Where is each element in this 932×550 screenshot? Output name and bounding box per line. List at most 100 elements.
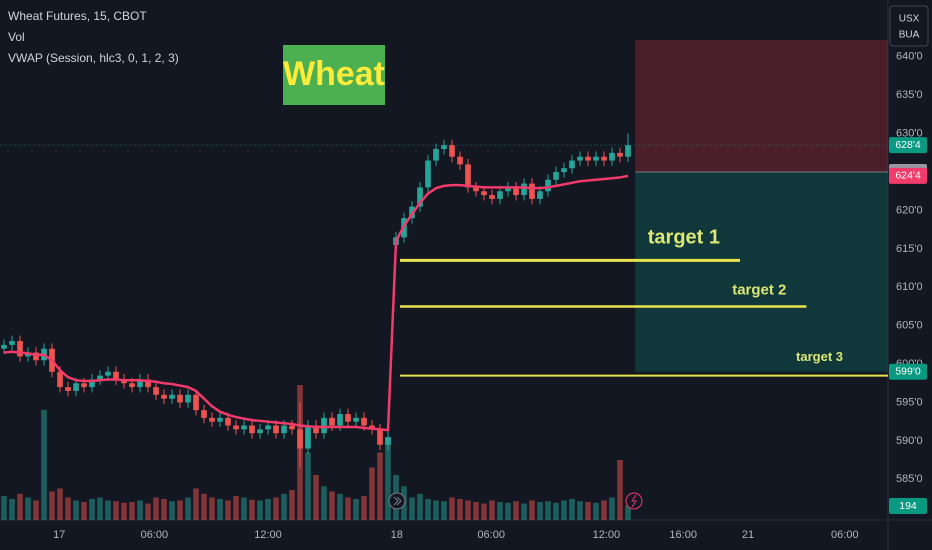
candle-body bbox=[505, 187, 511, 192]
volume-bar bbox=[449, 497, 455, 520]
chart-title: Wheat Futures, 15, CBOT bbox=[8, 9, 147, 23]
candle-body bbox=[305, 425, 311, 449]
candle-body bbox=[545, 179, 551, 192]
candle-body bbox=[209, 417, 215, 422]
volume-bar bbox=[169, 501, 175, 520]
candle-body bbox=[233, 425, 239, 430]
volume-bar bbox=[41, 409, 47, 520]
candle-body bbox=[57, 371, 63, 388]
volume-bar bbox=[553, 502, 559, 520]
volume-bar bbox=[73, 500, 79, 520]
volume-bar bbox=[233, 496, 239, 520]
candle-body bbox=[345, 414, 351, 422]
current-price-label-box bbox=[889, 137, 927, 154]
volume-bar bbox=[185, 497, 191, 520]
volume-bar bbox=[33, 500, 39, 520]
y-tick-label: 620'0 bbox=[896, 204, 923, 216]
candle-body bbox=[609, 152, 615, 161]
volume-bar bbox=[489, 500, 495, 520]
annotation: Wheat bbox=[283, 55, 385, 93]
candle-body bbox=[337, 414, 343, 426]
volume-bar bbox=[561, 500, 567, 520]
session-icon[interactable] bbox=[388, 492, 406, 510]
x-tick-label: 17 bbox=[53, 529, 65, 541]
volume-bar bbox=[361, 496, 367, 520]
candle-body bbox=[353, 417, 359, 422]
current-price-label: 628'4 bbox=[895, 139, 921, 151]
candle-body bbox=[481, 191, 487, 196]
candle-body bbox=[561, 168, 567, 173]
annotation-box bbox=[283, 45, 385, 105]
x-tick-label: 18 bbox=[391, 529, 403, 541]
volume-bar bbox=[497, 502, 503, 520]
volume-bar bbox=[569, 499, 575, 520]
candle-body bbox=[441, 145, 447, 150]
volume-bar bbox=[545, 501, 551, 520]
volume-bar bbox=[505, 502, 511, 520]
candle-body bbox=[169, 394, 175, 399]
volume-bar bbox=[289, 490, 295, 520]
y-tick-label: 630'0 bbox=[896, 128, 923, 140]
volume-bar bbox=[337, 493, 343, 520]
candle-body bbox=[297, 429, 303, 449]
volume-bar bbox=[65, 497, 71, 520]
volume-bar bbox=[345, 497, 351, 520]
volume-bar bbox=[625, 505, 631, 520]
volume-bar bbox=[241, 497, 247, 520]
candle-body bbox=[521, 183, 527, 196]
volume-bar bbox=[369, 467, 375, 520]
candle-body bbox=[321, 417, 327, 434]
candle-body bbox=[145, 379, 151, 388]
volume-bar bbox=[353, 499, 359, 520]
volume-bar bbox=[249, 499, 255, 520]
candle-body bbox=[281, 425, 287, 434]
target-zone bbox=[635, 172, 888, 372]
volume-bar bbox=[537, 502, 543, 520]
candle-body bbox=[289, 425, 295, 430]
volume-bar bbox=[617, 460, 623, 520]
volume-bar bbox=[81, 502, 87, 520]
volume-bar bbox=[257, 500, 263, 520]
volume-bar bbox=[121, 502, 127, 520]
candle-body bbox=[129, 383, 135, 388]
volume-bar bbox=[273, 497, 279, 520]
x-tick-label: 16:00 bbox=[669, 529, 697, 541]
candle-body bbox=[177, 394, 183, 403]
volume-bar bbox=[409, 497, 415, 520]
y-tick-label: 615'0 bbox=[896, 243, 923, 255]
candle-body bbox=[193, 394, 199, 411]
volume-bar bbox=[433, 500, 439, 520]
volume-last-box bbox=[889, 498, 927, 514]
candle-body bbox=[385, 437, 391, 445]
volume-bar bbox=[217, 499, 223, 520]
volume-bar bbox=[265, 499, 271, 520]
volume-bar bbox=[49, 491, 55, 520]
indicator-label: Vol bbox=[8, 30, 25, 44]
candle-body bbox=[457, 156, 463, 165]
x-tick-label: 21 bbox=[742, 529, 754, 541]
volume-bar bbox=[89, 499, 95, 520]
unit-box[interactable] bbox=[889, 5, 929, 47]
volume-last-label: 194 bbox=[899, 500, 917, 512]
candle-body bbox=[529, 183, 535, 199]
candle-body bbox=[433, 149, 439, 161]
volume-bar bbox=[113, 501, 119, 520]
candle-body bbox=[153, 387, 159, 395]
candle-body bbox=[473, 187, 479, 192]
volume-bar bbox=[417, 493, 423, 520]
volume-bar bbox=[313, 475, 319, 520]
volume-bar bbox=[305, 452, 311, 520]
candle-body bbox=[273, 425, 279, 434]
candle-body bbox=[217, 417, 223, 422]
candle-body bbox=[241, 425, 247, 430]
y-tick-label: 610'0 bbox=[896, 281, 923, 293]
session-icon-arrow bbox=[393, 496, 402, 506]
candle-body bbox=[625, 145, 631, 157]
volume-bar bbox=[329, 491, 335, 520]
candle-body bbox=[161, 394, 167, 399]
candle-body bbox=[417, 187, 423, 207]
x-tick-label: 06:00 bbox=[141, 529, 169, 541]
volume-bar bbox=[137, 500, 143, 520]
